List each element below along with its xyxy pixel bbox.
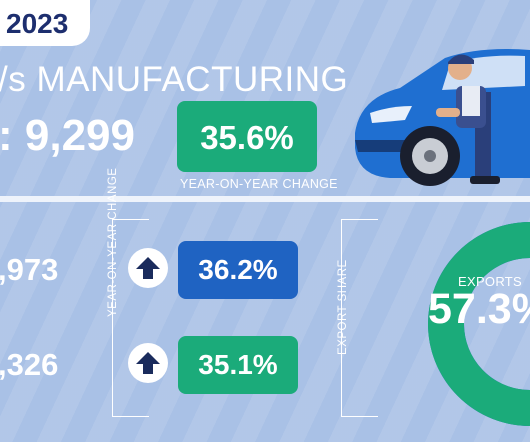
- car-mechanic-illustration: [355, 49, 530, 186]
- breakdown-number-2: ,326: [0, 347, 59, 382]
- donut-exports-segment: [428, 222, 530, 426]
- yoy-axis-label: YEAR-ON-YEAR CHANGE: [107, 167, 119, 317]
- breakdown-number-1: ,973: [0, 252, 59, 287]
- summary-section: 2023 /s MANUFACTURING : 9,299 35.6% YEAR…: [0, 0, 530, 196]
- exports-value: 57.3%: [428, 285, 530, 333]
- export-share-donut: [428, 222, 530, 426]
- yoy-change-value: 35.6%: [200, 119, 294, 156]
- year-label: 2023: [6, 8, 69, 39]
- section-divider: [0, 196, 530, 202]
- yoy-change-label: YEAR-ON-YEAR CHANGE: [180, 177, 338, 191]
- exports-label: EXPORTS: [458, 274, 522, 289]
- yoy-change-badge: 35.6%: [177, 101, 317, 172]
- breakdown-section: ,973 ,326 YEAR-ON-YEAR CHANGE 36.2% 35.1…: [0, 168, 530, 442]
- up-arrow-icon: [128, 248, 168, 288]
- change-value-2: 35.1%: [198, 349, 278, 380]
- up-arrow-icon: [128, 343, 168, 383]
- yoy-bracket: [112, 219, 149, 417]
- export-axis-label: EXPORT SHARE: [337, 259, 349, 355]
- change-badge-1: 36.2%: [178, 241, 298, 299]
- export-bracket: [341, 219, 378, 417]
- change-badge-2: 35.1%: [178, 336, 298, 394]
- year-tab: 2023: [0, 0, 90, 46]
- total-output: : 9,299: [0, 111, 135, 160]
- page-title: /s MANUFACTURING: [0, 60, 349, 99]
- change-value-1: 36.2%: [198, 254, 278, 285]
